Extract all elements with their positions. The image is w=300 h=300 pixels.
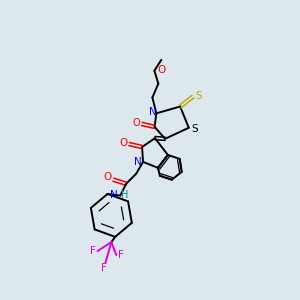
Text: F: F (90, 246, 95, 256)
Text: O: O (103, 172, 112, 182)
Text: O: O (119, 138, 128, 148)
Text: F: F (101, 263, 107, 273)
Text: S: S (196, 91, 202, 100)
Text: F: F (118, 250, 124, 260)
Text: O: O (133, 118, 140, 128)
Text: N: N (148, 107, 156, 117)
Text: N: N (110, 190, 118, 200)
Text: N: N (134, 157, 142, 167)
Text: O: O (157, 65, 165, 75)
Text: H: H (121, 190, 128, 200)
Text: S: S (191, 124, 198, 134)
